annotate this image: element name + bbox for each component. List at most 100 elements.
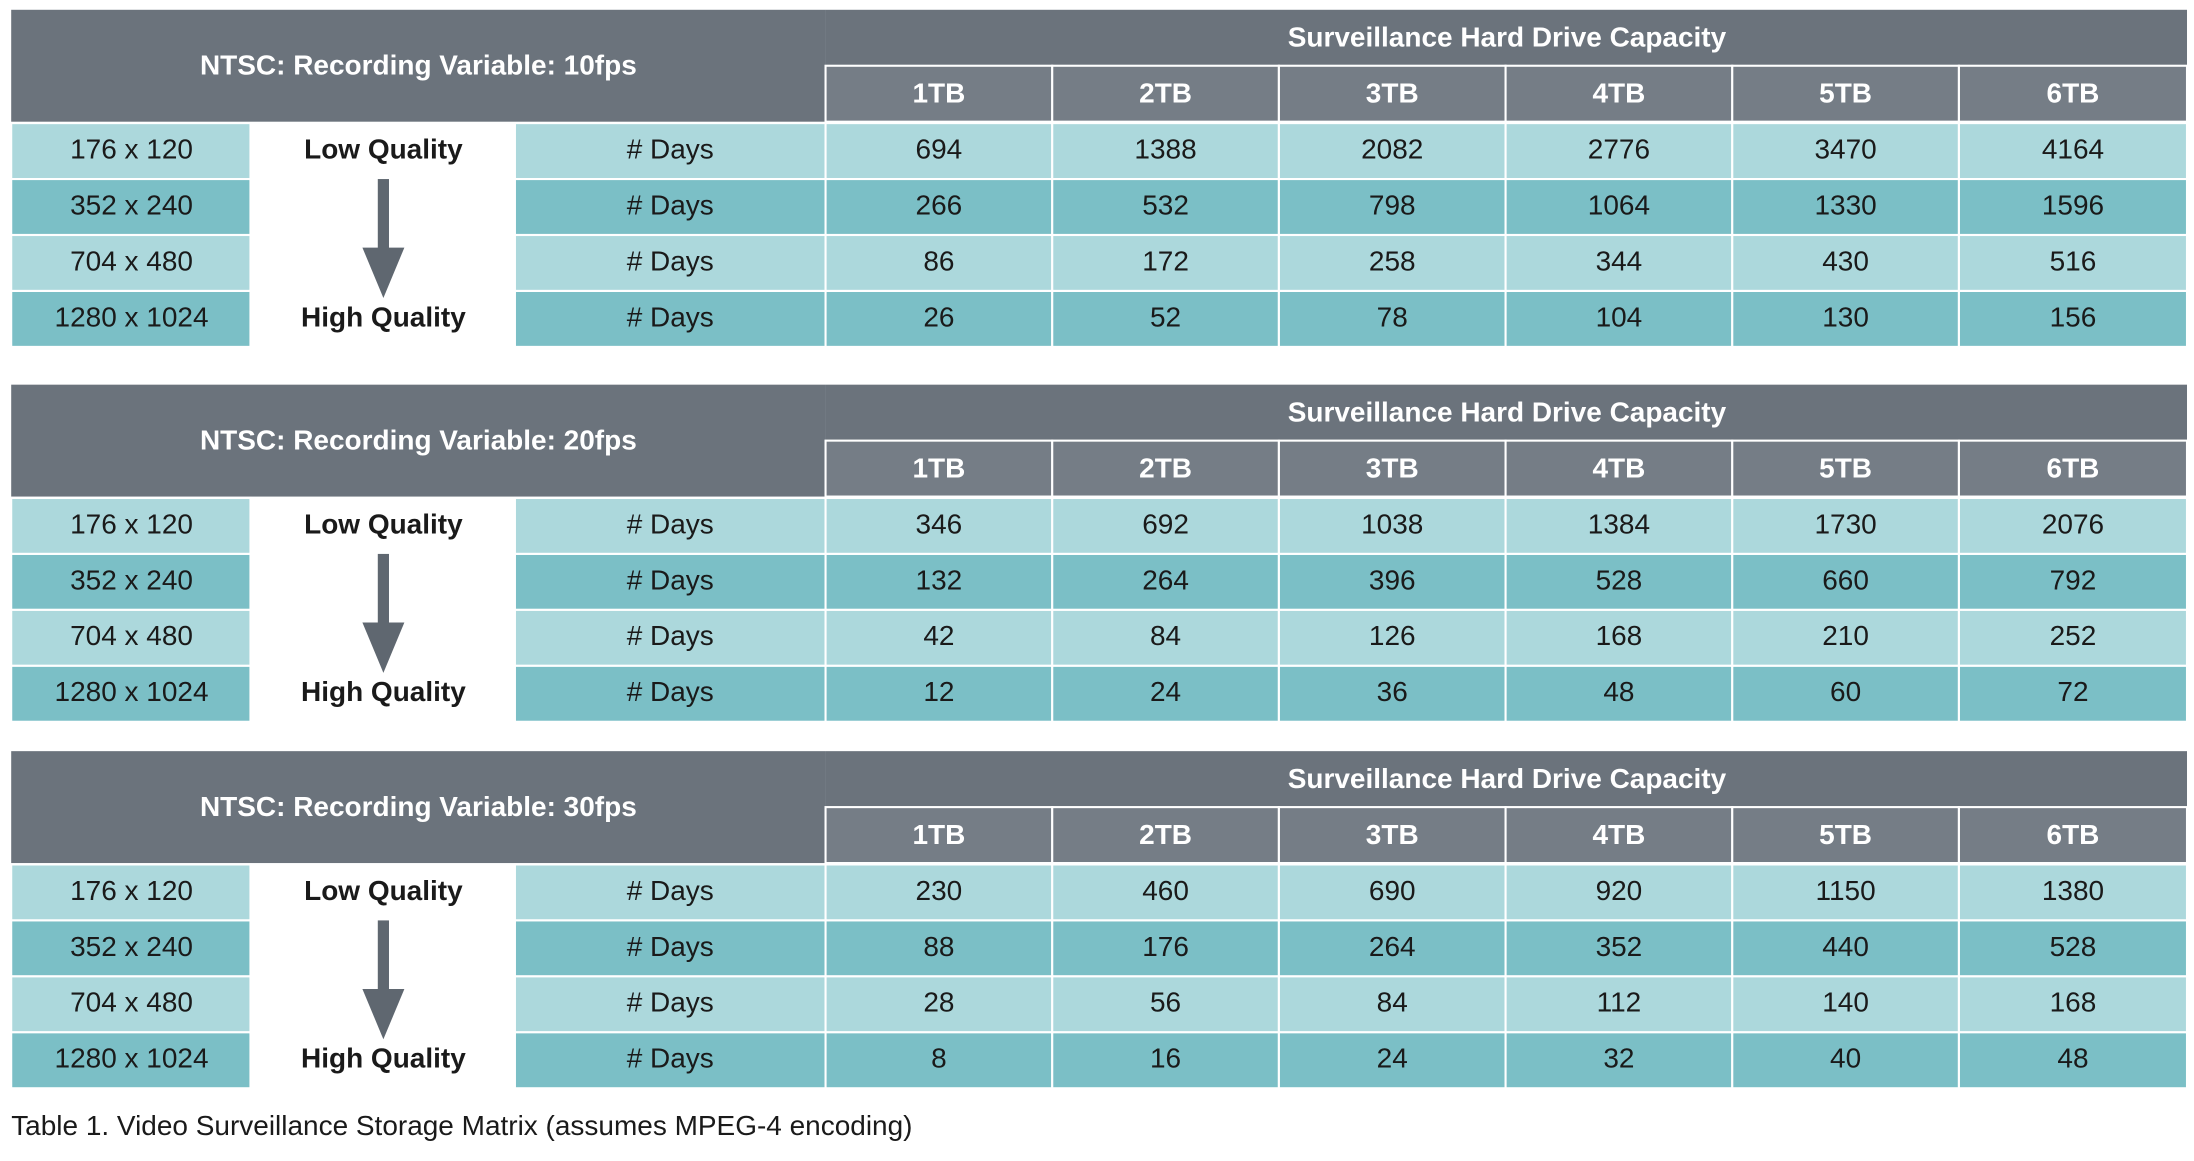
table-title: NTSC: Recording Variable: 20fps — [200, 424, 637, 455]
metric-cell — [513, 289, 827, 348]
value-cell — [824, 863, 1054, 922]
value-cell — [1277, 289, 1507, 348]
resolution-cell — [10, 1031, 252, 1090]
column-header: 6TB — [2047, 819, 2100, 850]
value: 132 — [916, 564, 963, 595]
value-cell — [1504, 289, 1734, 348]
value-cell — [1504, 975, 1734, 1034]
value: 252 — [2050, 620, 2097, 651]
value-cell — [1957, 975, 2189, 1034]
value: 24 — [1377, 1043, 1408, 1074]
value-cell — [1277, 863, 1507, 922]
resolution-cell — [10, 975, 252, 1034]
value-cell — [1957, 289, 2189, 348]
value-cell — [1051, 863, 1280, 922]
value: 1730 — [1814, 508, 1876, 539]
value: 126 — [1369, 620, 1416, 651]
quality-label: High Quality — [301, 1043, 466, 1074]
metric-cell — [513, 919, 827, 978]
value-cell — [1504, 233, 1734, 292]
column-header-cell — [1731, 64, 1960, 123]
value-cell — [1504, 122, 1734, 181]
value: 1150 — [1816, 875, 1876, 906]
value-cell — [1051, 233, 1280, 292]
metric: # Days — [627, 564, 714, 595]
value-cell — [1051, 496, 1280, 555]
column-header-cell — [1277, 439, 1507, 498]
group-header: Surveillance Hard Drive Capacity — [1288, 22, 1727, 53]
value: 40 — [1830, 1043, 1861, 1074]
quality-label: High Quality — [301, 301, 466, 332]
value: 88 — [923, 931, 954, 962]
column-header-cell — [1277, 806, 1507, 865]
value: 2082 — [1361, 133, 1423, 164]
value-cell — [1957, 919, 2189, 978]
value: 266 — [916, 189, 963, 220]
column-header: 2TB — [1139, 78, 1192, 109]
value: 56 — [1150, 987, 1181, 1018]
value-cell — [1957, 233, 2189, 292]
value-cell — [824, 552, 1054, 611]
column-header: 3TB — [1366, 78, 1419, 109]
metric-cell — [513, 1031, 827, 1090]
value: 1596 — [2042, 189, 2104, 220]
resolution: 352 x 240 — [70, 931, 193, 962]
value: 346 — [916, 508, 963, 539]
column-header: 6TB — [2047, 452, 2100, 483]
resolution: 352 x 240 — [70, 189, 193, 220]
value: 440 — [1822, 931, 1869, 962]
value-cell — [1051, 122, 1280, 181]
column-header-cell — [1957, 64, 2189, 123]
column-header: 1TB — [912, 819, 965, 850]
value: 176 — [1142, 931, 1189, 962]
value: 140 — [1822, 987, 1869, 1018]
value: 16 — [1150, 1043, 1181, 1074]
arrow-head — [362, 247, 405, 298]
resolution: 176 x 120 — [70, 875, 193, 906]
resolution-cell — [10, 608, 252, 667]
value-cell — [1277, 664, 1507, 723]
value-cell — [1731, 496, 1960, 555]
value-cell — [1051, 1031, 1280, 1090]
column-header: 4TB — [1592, 819, 1645, 850]
value-cell — [1504, 1031, 1734, 1090]
quality-label: Low Quality — [304, 875, 463, 906]
value: 1330 — [1814, 189, 1876, 220]
value: 42 — [923, 620, 954, 651]
group-header-cell — [825, 384, 2188, 441]
value-cell — [1731, 919, 1960, 978]
value-cell — [824, 177, 1054, 237]
metric: # Days — [627, 1043, 714, 1074]
column-header: 5TB — [1819, 78, 1872, 109]
metric: # Days — [627, 508, 714, 539]
value: 156 — [2050, 301, 2097, 332]
value: 516 — [2050, 245, 2097, 276]
value-cell — [1051, 664, 1280, 723]
value-cell — [1051, 177, 1280, 237]
caption: Table 1. Video Surveillance Storage Matr… — [11, 1110, 912, 1141]
value-cell — [1277, 1031, 1507, 1090]
column-header-cell — [824, 64, 1054, 123]
column-header: 3TB — [1366, 452, 1419, 483]
resolution: 1280 x 1024 — [55, 676, 209, 707]
column-header: 4TB — [1592, 78, 1645, 109]
value: 528 — [2050, 931, 2097, 962]
column-header: 1TB — [912, 452, 965, 483]
resolution: 704 x 480 — [70, 987, 193, 1018]
value: 48 — [2057, 1043, 2088, 1074]
value: 130 — [1822, 301, 1869, 332]
value: 8 — [931, 1043, 947, 1074]
metric: # Days — [627, 931, 714, 962]
title-cell — [11, 384, 826, 497]
column-header-cell — [824, 806, 1054, 865]
resolution: 1280 x 1024 — [55, 1043, 209, 1074]
quality-label: High Quality — [301, 676, 466, 707]
metric-cell — [513, 664, 827, 723]
metric: # Days — [627, 987, 714, 1018]
value: 1380 — [2042, 875, 2104, 906]
column-header-cell — [1957, 439, 2189, 498]
value-cell — [824, 608, 1054, 667]
column-header: 3TB — [1366, 819, 1419, 850]
value: 258 — [1369, 245, 1416, 276]
